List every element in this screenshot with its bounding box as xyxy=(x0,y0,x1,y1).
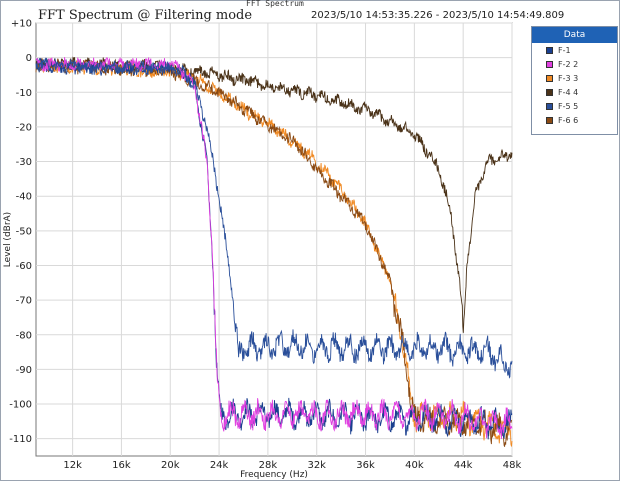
legend-title: Data xyxy=(532,27,617,43)
y-tick-label: +10 xyxy=(11,19,32,30)
x-tick-label: 48k xyxy=(503,460,522,471)
legend-item[interactable]: F-4 4 xyxy=(532,85,617,99)
x-tick-label: 16k xyxy=(112,460,131,471)
x-tick-label: 28k xyxy=(259,460,278,471)
series-group xyxy=(35,56,513,447)
legend-swatch xyxy=(546,102,553,110)
y-axis-label: Level (dBrA) xyxy=(3,212,13,267)
legend-label: F-2 2 xyxy=(558,59,579,69)
x-tick-label: 24k xyxy=(210,460,229,471)
x-tick-label: 40k xyxy=(405,460,424,471)
legend-label: F-3 3 xyxy=(558,73,579,83)
series-line-f-5-5 xyxy=(35,57,513,379)
plot-area[interactable] xyxy=(35,22,513,457)
legend-item[interactable]: F-6 6 xyxy=(532,113,617,127)
chart-title: FFT Spectrum @ Filtering mode xyxy=(38,8,253,23)
grid xyxy=(36,22,513,456)
y-tick-label: 0 xyxy=(26,53,32,64)
x-tick-label: 32k xyxy=(307,460,326,471)
x-tick-label: 44k xyxy=(454,460,473,471)
y-tick-label: -10 xyxy=(16,88,32,99)
legend-swatch xyxy=(546,46,553,54)
legend-swatch xyxy=(546,74,553,82)
x-tick-label: 36k xyxy=(356,460,375,471)
window-caption: FFT Spectrum xyxy=(246,0,304,8)
legend-label: F-1 xyxy=(558,45,571,55)
y-tick-label: -80 xyxy=(16,330,32,341)
x-tick-label: 12k xyxy=(63,460,82,471)
series-line-f-6-6 xyxy=(35,58,513,447)
y-tick-label: -20 xyxy=(16,122,32,133)
legend-item[interactable]: F-1 xyxy=(532,43,617,57)
y-tick-label: -40 xyxy=(16,192,32,203)
x-tick-label: 20k xyxy=(161,460,180,471)
legend-panel: Data F-1 F-2 2 F-3 3 F-4 4 F-5 5 F-6 6 xyxy=(531,26,618,135)
y-tick-label: -100 xyxy=(9,400,32,411)
legend-label: F-5 5 xyxy=(558,101,579,111)
time-range: 2023/5/10 14:53:35.226 - 2023/5/10 14:54… xyxy=(311,10,565,21)
y-tick-label: -70 xyxy=(16,296,32,307)
legend-swatch xyxy=(546,60,553,68)
x-axis-label: Frequency (Hz) xyxy=(240,470,308,480)
y-tick-label: -50 xyxy=(16,226,32,237)
legend-swatch xyxy=(546,88,553,96)
series-line-f-4-4 xyxy=(35,56,513,333)
legend-swatch xyxy=(546,116,553,124)
legend-item[interactable]: F-5 5 xyxy=(532,99,617,113)
legend-label: F-4 4 xyxy=(558,87,579,97)
legend-item[interactable]: F-2 2 xyxy=(532,57,617,71)
y-tick-label: -110 xyxy=(9,434,32,445)
legend-item[interactable]: F-3 3 xyxy=(532,71,617,85)
legend-label: F-6 6 xyxy=(558,115,579,125)
y-tick-label: -90 xyxy=(16,365,32,376)
y-tick-label: -30 xyxy=(16,157,32,168)
y-tick-label: -60 xyxy=(16,261,32,272)
tick-labels: 12k 16k 20k 24k 28k 32k 36k 40k 44k 48k +10 0 -10 -20… xyxy=(9,19,521,472)
